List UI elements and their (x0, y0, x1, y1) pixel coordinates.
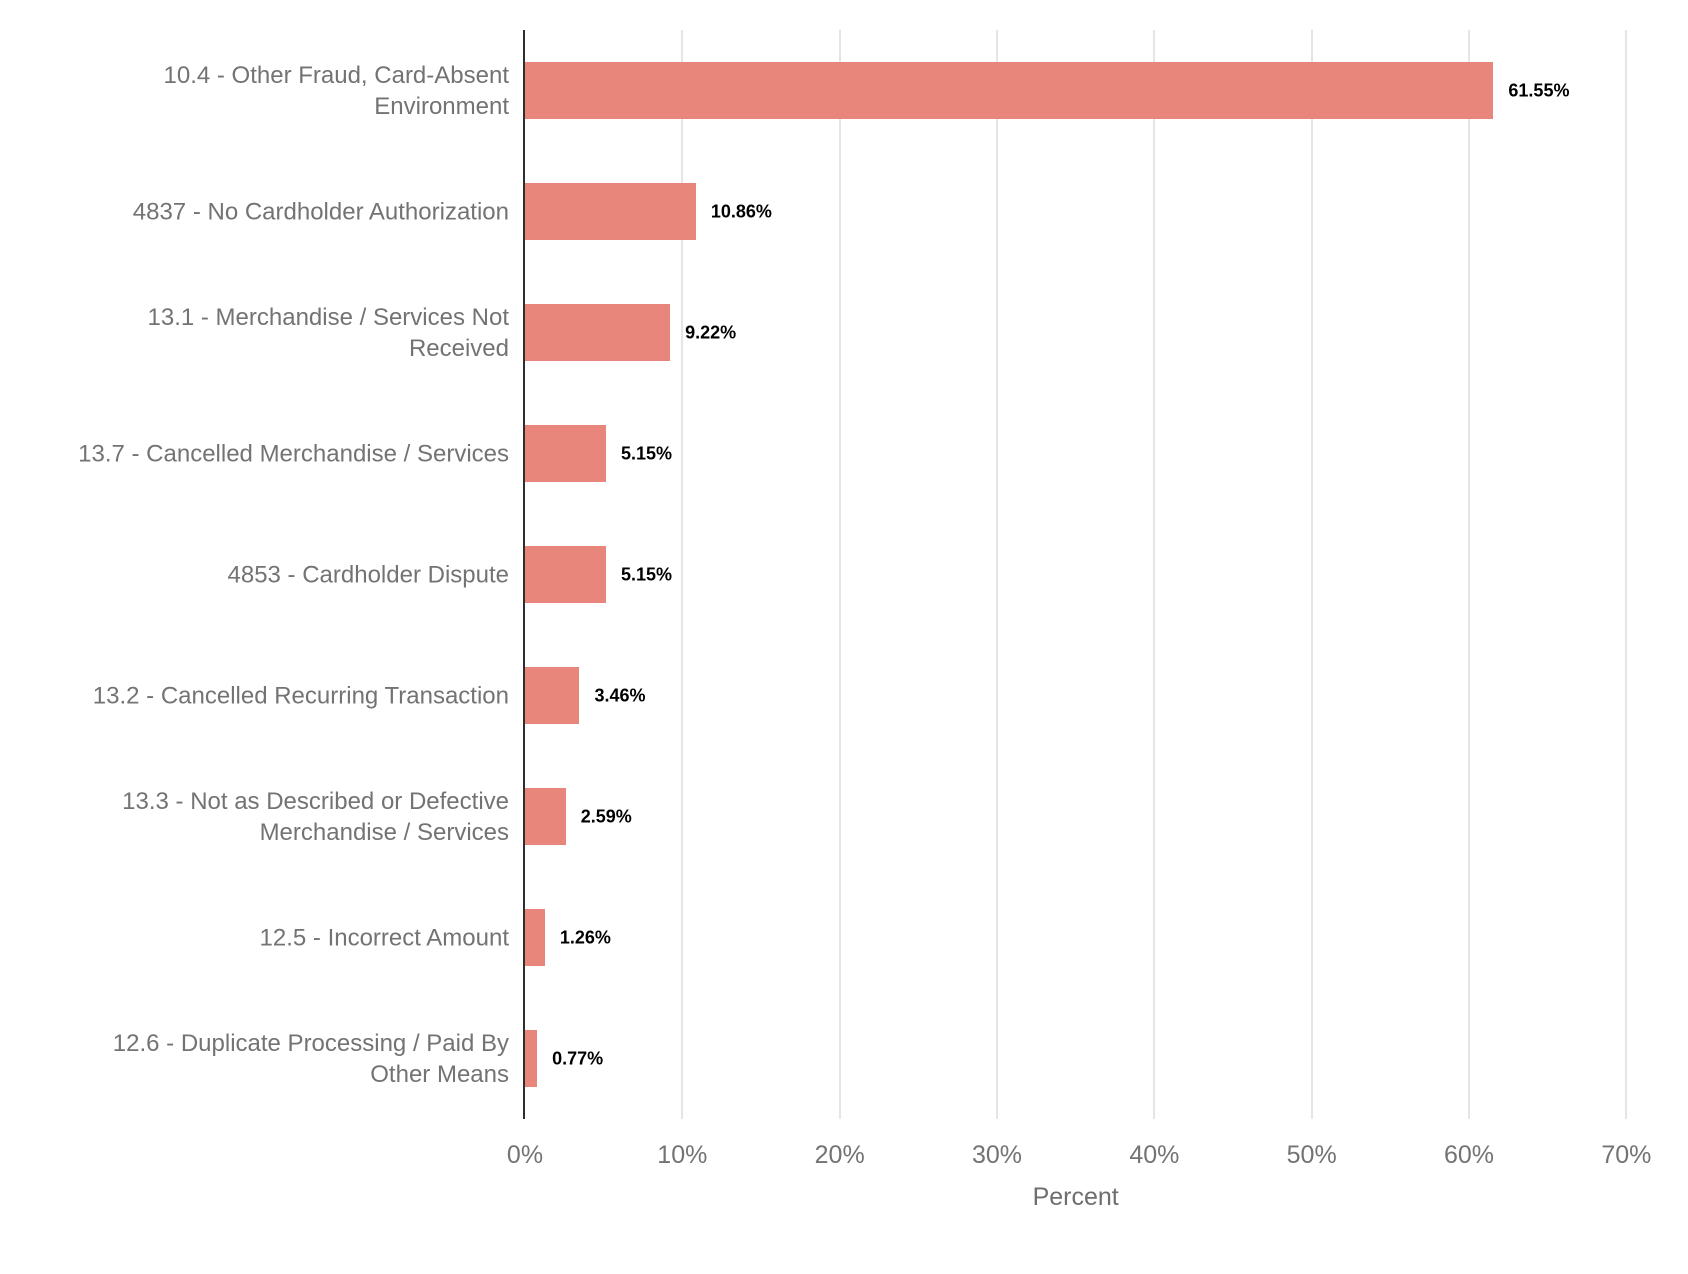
value-label: 1.26% (559, 927, 611, 947)
gridline (681, 30, 684, 1119)
category-label: 12.5 - Incorrect Amount (259, 924, 509, 951)
gridline (1625, 30, 1628, 1119)
category-label: 13.2 - Cancelled Recurring Transaction (92, 682, 509, 709)
value-label: 61.55% (1508, 80, 1570, 100)
bar (525, 62, 1494, 119)
x-tick-label: 0% (506, 1141, 544, 1169)
x-tick-label: 60% (1443, 1141, 1495, 1169)
value-label: 3.46% (594, 685, 646, 705)
bar (525, 788, 566, 845)
x-tick-label: 20% (814, 1141, 865, 1169)
x-tick-label: 10% (657, 1141, 708, 1169)
category-label: 4853 - Cardholder Dispute (227, 561, 510, 588)
bar (525, 1030, 538, 1087)
x-tick-label: 30% (971, 1141, 1023, 1169)
gridline (1153, 30, 1156, 1119)
gridline (838, 30, 841, 1119)
bar (525, 546, 607, 603)
x-tick-label: 40% (1129, 1141, 1180, 1169)
bar (525, 425, 607, 482)
bar (525, 304, 671, 361)
category-label: 13.3 - Not as Described or Defective Mer… (122, 787, 509, 846)
value-label: 2.59% (580, 806, 632, 826)
gridline (1468, 30, 1471, 1119)
gridline (996, 30, 998, 1119)
category-label: 4837 - No Cardholder Authorization (132, 198, 509, 225)
value-label: 10.86% (710, 201, 772, 221)
category-label: 12.6 - Duplicate Processing / Paid By Ot… (112, 1029, 509, 1088)
value-label: 0.77% (552, 1048, 604, 1068)
gridline (1310, 30, 1313, 1119)
value-label: 9.22% (685, 322, 737, 342)
x-tick-label: 50% (1286, 1141, 1337, 1169)
value-label: 5.15% (621, 443, 673, 463)
category-label: 13.1 - Merchandise / Services Not Receiv… (147, 303, 510, 362)
category-label: 13.7 - Cancelled Merchandise / Services (78, 440, 509, 467)
bar (525, 667, 580, 724)
x-tick-label: 70% (1601, 1141, 1652, 1169)
bar (525, 909, 545, 966)
bar (525, 183, 696, 240)
y-axis-line (523, 30, 525, 1119)
value-label: 5.15% (621, 564, 673, 584)
x-axis-title: Percent (1032, 1183, 1119, 1211)
category-label: 10.4 - Other Fraud, Card-Absent Environm… (163, 61, 510, 120)
